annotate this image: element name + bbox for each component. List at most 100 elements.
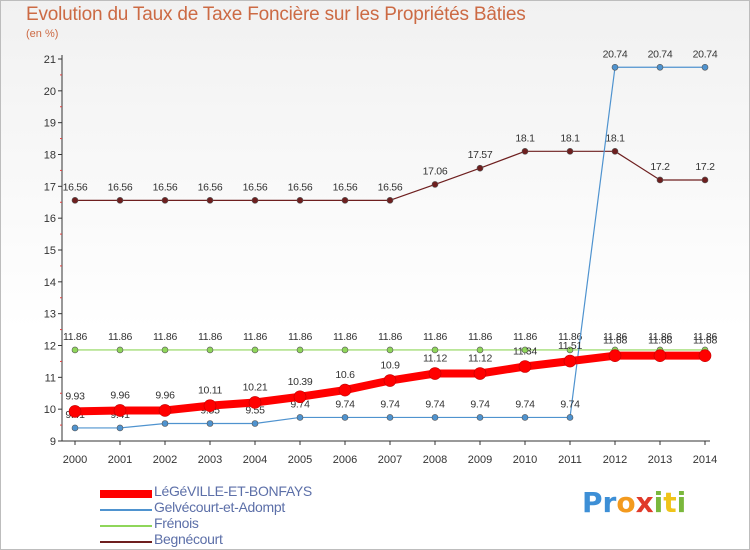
- x-tick-label: 2000: [63, 454, 87, 466]
- data-label-l-g-ville-et-bonfays: 10.39: [288, 376, 313, 388]
- data-point-fr-nois: [521, 346, 529, 354]
- data-label-begn-court: 16.56: [63, 181, 88, 193]
- chart-title: Evolution du Taux de Taxe Foncière sur l…: [26, 4, 526, 25]
- data-point-gelv-court-et-adompt: [521, 414, 529, 421]
- data-point-begn-court: [476, 164, 484, 172]
- data-point-l-g-ville-et-bonfays: [68, 405, 82, 418]
- data-label-l-g-ville-et-bonfays: 9.96: [155, 389, 175, 401]
- data-label-gelv-court-et-adompt: 20.74: [603, 48, 628, 60]
- y-tick-label: 10: [44, 404, 56, 416]
- y-tick-label: 20: [44, 86, 56, 98]
- y-tick-label: 16: [44, 213, 56, 225]
- data-point-gelv-court-et-adompt: [566, 414, 574, 421]
- logo-letter: t: [663, 486, 677, 519]
- data-label-fr-nois: 11.86: [558, 331, 582, 343]
- y-tick-label: 14: [44, 277, 56, 289]
- data-point-l-g-ville-et-bonfays: [608, 349, 622, 362]
- x-tick-label: 2011: [558, 454, 582, 466]
- y-tick-label: 19: [44, 118, 56, 130]
- data-label-fr-nois: 11.86: [198, 331, 222, 343]
- data-point-fr-nois: [71, 346, 79, 354]
- legend-swatch-begnecourt: [100, 541, 152, 543]
- data-label-fr-nois: 11.86: [693, 331, 717, 343]
- data-point-begn-court: [161, 197, 169, 204]
- data-label-begn-court: 16.56: [198, 181, 223, 193]
- data-label-fr-nois: 11.86: [108, 331, 132, 343]
- data-point-fr-nois: [476, 346, 484, 354]
- data-point-gelv-court-et-adompt: [611, 63, 619, 71]
- y-tick-label: 11: [45, 372, 56, 384]
- data-label-l-g-ville-et-bonfays: 10.21: [243, 381, 268, 393]
- x-tick-label: 2010: [513, 454, 537, 466]
- data-point-l-g-ville-et-bonfays: [383, 374, 397, 387]
- data-point-l-g-ville-et-bonfays: [113, 404, 127, 417]
- data-point-fr-nois: [431, 346, 439, 354]
- data-point-fr-nois: [251, 346, 259, 354]
- data-point-begn-court: [566, 148, 574, 155]
- data-point-l-g-ville-et-bonfays: [338, 383, 352, 397]
- data-point-begn-court: [431, 181, 439, 188]
- data-point-l-g-ville-et-bonfays: [293, 390, 307, 404]
- y-tick-label: 21: [44, 54, 56, 66]
- data-point-gelv-court-et-adompt: [476, 414, 484, 421]
- data-point-begn-court: [206, 197, 214, 204]
- x-tick-label: 2009: [468, 454, 492, 466]
- data-label-begn-court: 16.56: [153, 181, 178, 193]
- legend-label-legeville: LéGéVILLE-ET-BONFAYS: [154, 483, 312, 499]
- data-point-gelv-court-et-adompt: [251, 420, 259, 427]
- data-label-l-g-ville-et-bonfays: 11.68: [693, 335, 717, 347]
- data-point-l-g-ville-et-bonfays: [473, 367, 487, 380]
- data-label-fr-nois: 11.86: [603, 331, 627, 343]
- data-label-gelv-court-et-adompt: 9.55: [245, 404, 265, 416]
- data-label-l-g-ville-et-bonfays: 10.9: [380, 360, 400, 372]
- y-tick-label: 18: [44, 150, 56, 162]
- x-tick-label: 2013: [648, 454, 672, 466]
- x-tick-label: 2008: [423, 454, 447, 466]
- data-point-fr-nois: [386, 346, 394, 354]
- data-label-begn-court: 16.56: [378, 181, 403, 193]
- data-label-gelv-court-et-adompt: 9.74: [380, 398, 400, 410]
- logo-letter: i: [676, 486, 687, 519]
- data-label-fr-nois: 11.86: [153, 331, 177, 343]
- series-line-gelv-court-et-adompt: [74, 66, 706, 429]
- proxiti-logo: Proxiti: [582, 486, 686, 519]
- y-tick-label: 15: [44, 245, 56, 257]
- legend-swatch-legeville: [100, 490, 152, 498]
- data-label-l-g-ville-et-bonfays: 11.68: [603, 335, 627, 347]
- x-tick-label: 2004: [243, 454, 267, 466]
- data-label-l-g-ville-et-bonfays: 9.96: [110, 389, 130, 401]
- data-point-begn-court: [251, 197, 259, 204]
- chart-unit-label: (en %): [26, 28, 59, 40]
- data-label-l-g-ville-et-bonfays: 11.12: [423, 353, 447, 365]
- data-point-gelv-court-et-adompt: [161, 420, 169, 427]
- logo-letter: i: [653, 486, 664, 519]
- data-label-fr-nois: 11.86: [243, 331, 267, 343]
- data-point-begn-court: [296, 197, 304, 204]
- data-point-begn-court: [71, 197, 79, 204]
- data-point-begn-court: [386, 197, 394, 204]
- data-label-gelv-court-et-adompt: 9.74: [560, 398, 580, 410]
- x-tick-label: 2006: [333, 454, 357, 466]
- data-point-gelv-court-et-adompt: [71, 424, 79, 432]
- y-tick-label: 17: [44, 181, 56, 193]
- data-label-begn-court: 16.56: [288, 181, 313, 193]
- data-point-l-g-ville-et-bonfays: [248, 396, 262, 409]
- legend-swatch-gelvecourt: [100, 509, 152, 511]
- data-point-fr-nois: [161, 346, 169, 354]
- x-tick-label: 2003: [198, 454, 222, 466]
- legend-swatch-frenois: [100, 525, 152, 527]
- data-point-l-g-ville-et-bonfays: [563, 354, 577, 368]
- data-label-begn-court: 17.06: [423, 165, 448, 177]
- data-label-fr-nois: 11.86: [63, 331, 87, 343]
- data-label-begn-court: 18.1: [515, 132, 535, 144]
- data-label-fr-nois: 11.86: [333, 331, 357, 343]
- x-tick-label: 2001: [108, 454, 132, 466]
- legend-label-begnecourt: Begnécourt: [154, 531, 223, 547]
- data-point-begn-court: [701, 176, 709, 184]
- x-tick-label: 2005: [288, 454, 312, 466]
- data-point-begn-court: [116, 197, 124, 204]
- data-label-fr-nois: 11.86: [378, 331, 402, 343]
- logo-letter: x: [635, 486, 654, 519]
